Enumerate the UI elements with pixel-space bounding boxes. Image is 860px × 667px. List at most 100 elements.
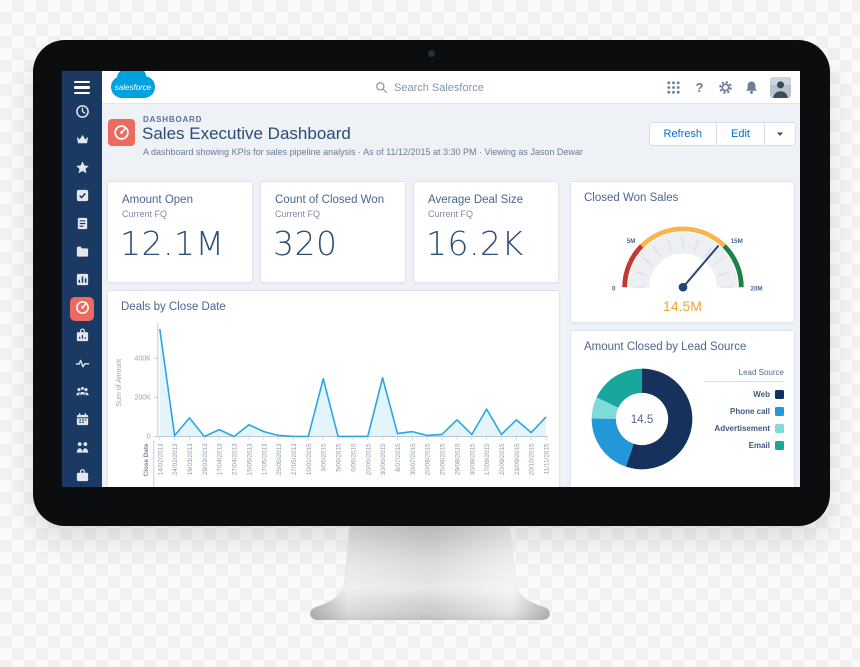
sidebar-item-chart[interactable] — [70, 269, 94, 293]
more-actions-button[interactable] — [765, 123, 795, 145]
legend-swatch — [775, 441, 784, 450]
gauge-tick — [652, 246, 661, 258]
tasks-icon — [75, 188, 90, 206]
search-placeholder: Search Salesforce — [394, 81, 484, 94]
kpi-title: Amount Open — [122, 194, 193, 206]
x-tick-label: 20/09/2015 — [499, 443, 506, 475]
legend-item-phone-call[interactable]: Phone call — [704, 407, 784, 416]
gauge-tick-label: 0 — [612, 286, 616, 293]
y-tick-label: 400K — [135, 356, 152, 363]
notes-icon — [75, 216, 90, 234]
area-chart[interactable]: 0 200K 400K Sum of Amount 14/02/2013 24/02/20… — [108, 317, 559, 487]
chevron-down-icon — [777, 132, 783, 136]
menu-button[interactable] — [62, 71, 102, 104]
legend-rows: Web Phone call Advertisement Email — [704, 390, 784, 450]
x-tick-label: 20/10/2015 — [529, 443, 536, 475]
legend-item-advertisement[interactable]: Advertisement — [704, 424, 784, 433]
kpi-value: 12.1M — [120, 224, 225, 263]
legend-label: Email — [748, 441, 770, 450]
x-tick-label: 24/02/2013 — [172, 443, 179, 475]
legend-item-web[interactable]: Web — [704, 390, 784, 399]
sidebar-item-notes[interactable] — [70, 213, 94, 237]
y-tick-label: 0 — [147, 434, 151, 441]
gauge-tick — [704, 246, 713, 258]
kpi-card-amount-open[interactable]: Amount Open Current FQ 12.1M — [107, 181, 253, 283]
donut-slice-phone-call[interactable] — [591, 418, 634, 467]
people-icon — [75, 440, 90, 458]
donut-slice-email[interactable] — [596, 368, 643, 408]
kpi-title: Count of Closed Won — [275, 194, 385, 206]
header-actions: ? — [666, 71, 791, 104]
x-tick-label: 17/04/2013 — [217, 443, 224, 475]
legend-label: Advertisement — [714, 424, 770, 433]
edit-button[interactable]: Edit — [717, 123, 765, 145]
sidebar-item-briefcase[interactable] — [70, 465, 94, 487]
sidebar-item-groups[interactable] — [70, 381, 94, 405]
x-tick-label: 25/08/2015 — [440, 443, 447, 475]
crown-icon — [75, 132, 90, 150]
sidebar-item-clock[interactable] — [70, 101, 94, 125]
gauge-tick — [641, 257, 653, 266]
x-tick-label: 3/06/2015 — [321, 443, 328, 472]
sidebar-item-folder[interactable] — [70, 241, 94, 265]
setup-gear-icon[interactable] — [718, 80, 733, 95]
global-header: salesforce Search Salesforce — [102, 71, 800, 104]
page-subtitle: A dashboard showing KPIs for sales pipel… — [143, 147, 583, 157]
gauge-chart[interactable]: 0 5M 15M 20M — [576, 206, 790, 299]
gauge-tick — [666, 239, 672, 252]
gauge-pivot — [678, 282, 687, 292]
dashboard-actions: Refresh Edit — [648, 122, 796, 146]
gauge-value: 14.5M — [663, 298, 702, 314]
sidebar-item-calendar[interactable] — [70, 409, 94, 433]
dashboard-icon — [108, 119, 135, 146]
page-eyebrow: DASHBOARD — [143, 115, 203, 124]
refresh-button[interactable]: Refresh — [649, 123, 718, 145]
chart-title: Deals by Close Date — [121, 301, 226, 313]
sidebar-item-people[interactable] — [70, 437, 94, 461]
gauge-tick-label: 15M — [730, 238, 742, 245]
user-avatar[interactable] — [770, 77, 791, 98]
x-tick-label: 5/06/2015 — [336, 443, 343, 472]
sidebar-item-activity[interactable] — [70, 353, 94, 377]
page-title: Sales Executive Dashboard — [142, 124, 351, 143]
legend-swatch — [775, 407, 784, 416]
donut-slice-advertisement[interactable] — [591, 397, 619, 419]
activity-icon — [75, 356, 90, 374]
sidebar-item-dashboard[interactable] — [70, 297, 94, 321]
gauge-band — [621, 244, 644, 288]
case-icon — [75, 328, 90, 346]
monitor-stand-graphic — [310, 523, 550, 620]
app-launcher-icon[interactable] — [666, 80, 681, 95]
donut-chart[interactable]: 14.5 — [577, 358, 708, 479]
kpi-card-average-deal-size[interactable]: Average Deal Size Current FQ 16.2K — [413, 181, 559, 283]
area-fill — [159, 328, 547, 437]
monitor: salesforce Search Salesforce — [33, 40, 830, 526]
legend-label: Phone call — [729, 407, 770, 416]
help-icon[interactable]: ? — [692, 80, 707, 95]
star-icon — [75, 160, 90, 178]
chart-title: Closed Won Sales — [584, 192, 679, 204]
x-tick-label: 29/03/2013 — [202, 443, 209, 475]
sidebar-item-case[interactable] — [70, 325, 94, 349]
gauge-card-closed-won-sales: Closed Won Sales 0 5M 15M 20M 14.5M — [570, 181, 795, 323]
chart-title: Amount Closed by Lead Source — [584, 341, 747, 353]
sidebar-nav — [62, 101, 102, 487]
x-tick-label: 15/05/2013 — [246, 443, 253, 475]
kpi-card-count-closed-won[interactable]: Count of Closed Won Current FQ 320 — [260, 181, 406, 283]
x-tick-label: 6/06/2015 — [350, 443, 357, 472]
x-tick-label: 30/08/2015 — [469, 443, 476, 475]
global-search[interactable]: Search Salesforce — [375, 71, 484, 104]
folder-icon — [75, 244, 90, 262]
legend-item-email[interactable]: Email — [704, 441, 784, 450]
sidebar-item-tasks[interactable] — [70, 185, 94, 209]
legend-title: Lead Source — [704, 368, 784, 382]
sidebar-item-crown[interactable] — [70, 129, 94, 153]
donut-slice-web[interactable] — [625, 368, 693, 470]
notifications-bell-icon[interactable] — [744, 80, 759, 95]
donut-center-label: 14.5 — [631, 413, 654, 426]
legend-swatch — [775, 424, 784, 433]
sidebar-item-star[interactable] — [70, 157, 94, 181]
dashboard-content: DASHBOARD Sales Executive Dashboard A da… — [102, 104, 800, 487]
briefcase-icon — [75, 468, 90, 486]
